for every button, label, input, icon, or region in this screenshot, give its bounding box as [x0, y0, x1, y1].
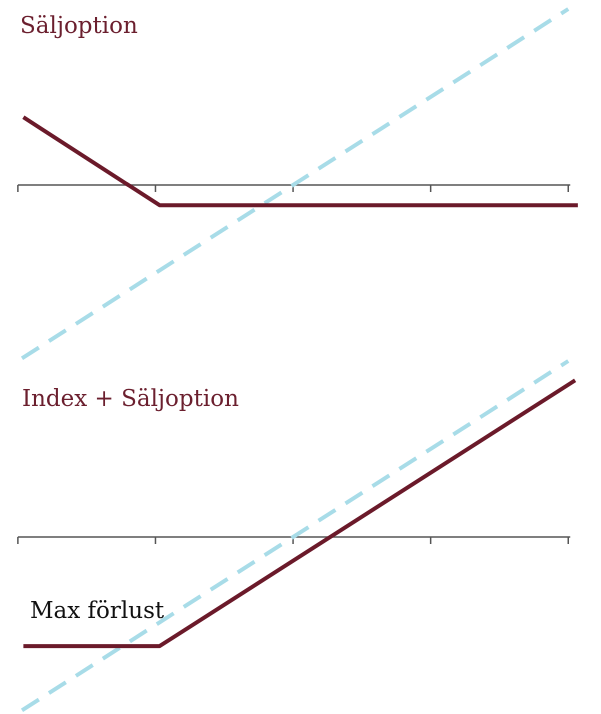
index-line — [20, 7, 570, 361]
payoff-line — [22, 115, 578, 208]
chart-title: Index + Säljoption — [22, 386, 239, 412]
annotation: Max förlust — [30, 598, 165, 624]
chart-title: Säljoption — [20, 13, 138, 39]
payoff-line — [23, 378, 577, 649]
index-line — [20, 359, 570, 713]
